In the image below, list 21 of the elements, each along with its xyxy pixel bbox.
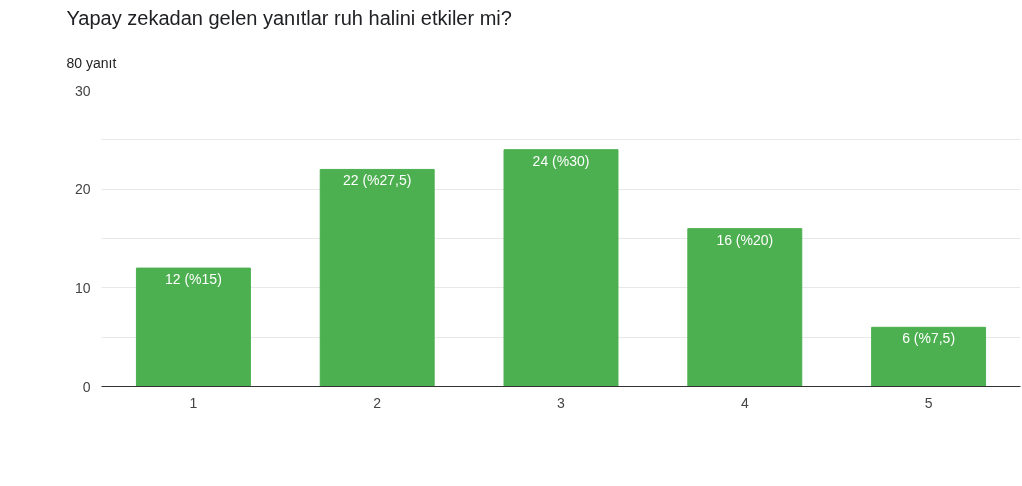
bar [503, 149, 619, 387]
data-label: 22 (%27,5) [342, 172, 412, 189]
data-label: 12 (%15) [165, 271, 222, 288]
x-tick-label: 1 [189, 394, 198, 411]
data-label: 6 (%7,5) [902, 330, 956, 347]
x-tick-label: 3 [557, 394, 566, 411]
chart-title: Yapay zekadan gelen yanıtlar ruh halini etkiler mi? [66, 6, 512, 29]
data-label: 16 (%20) [716, 231, 774, 248]
x-tick-label: 2 [373, 394, 382, 411]
y-tick-label: 10 [74, 279, 91, 296]
bar [135, 267, 251, 387]
x-tick-label: 5 [924, 394, 933, 411]
x-tick-label: 4 [740, 394, 749, 411]
bar [871, 326, 987, 387]
y-tick-label: 0 [82, 378, 91, 395]
bar [687, 228, 803, 387]
y-tick-label: 20 [74, 181, 91, 198]
data-label: 24 (%30) [532, 152, 590, 169]
bar [319, 168, 435, 387]
y-tick-label: 30 [74, 82, 91, 99]
chart-subtitle: 80 yanıt [66, 54, 117, 71]
